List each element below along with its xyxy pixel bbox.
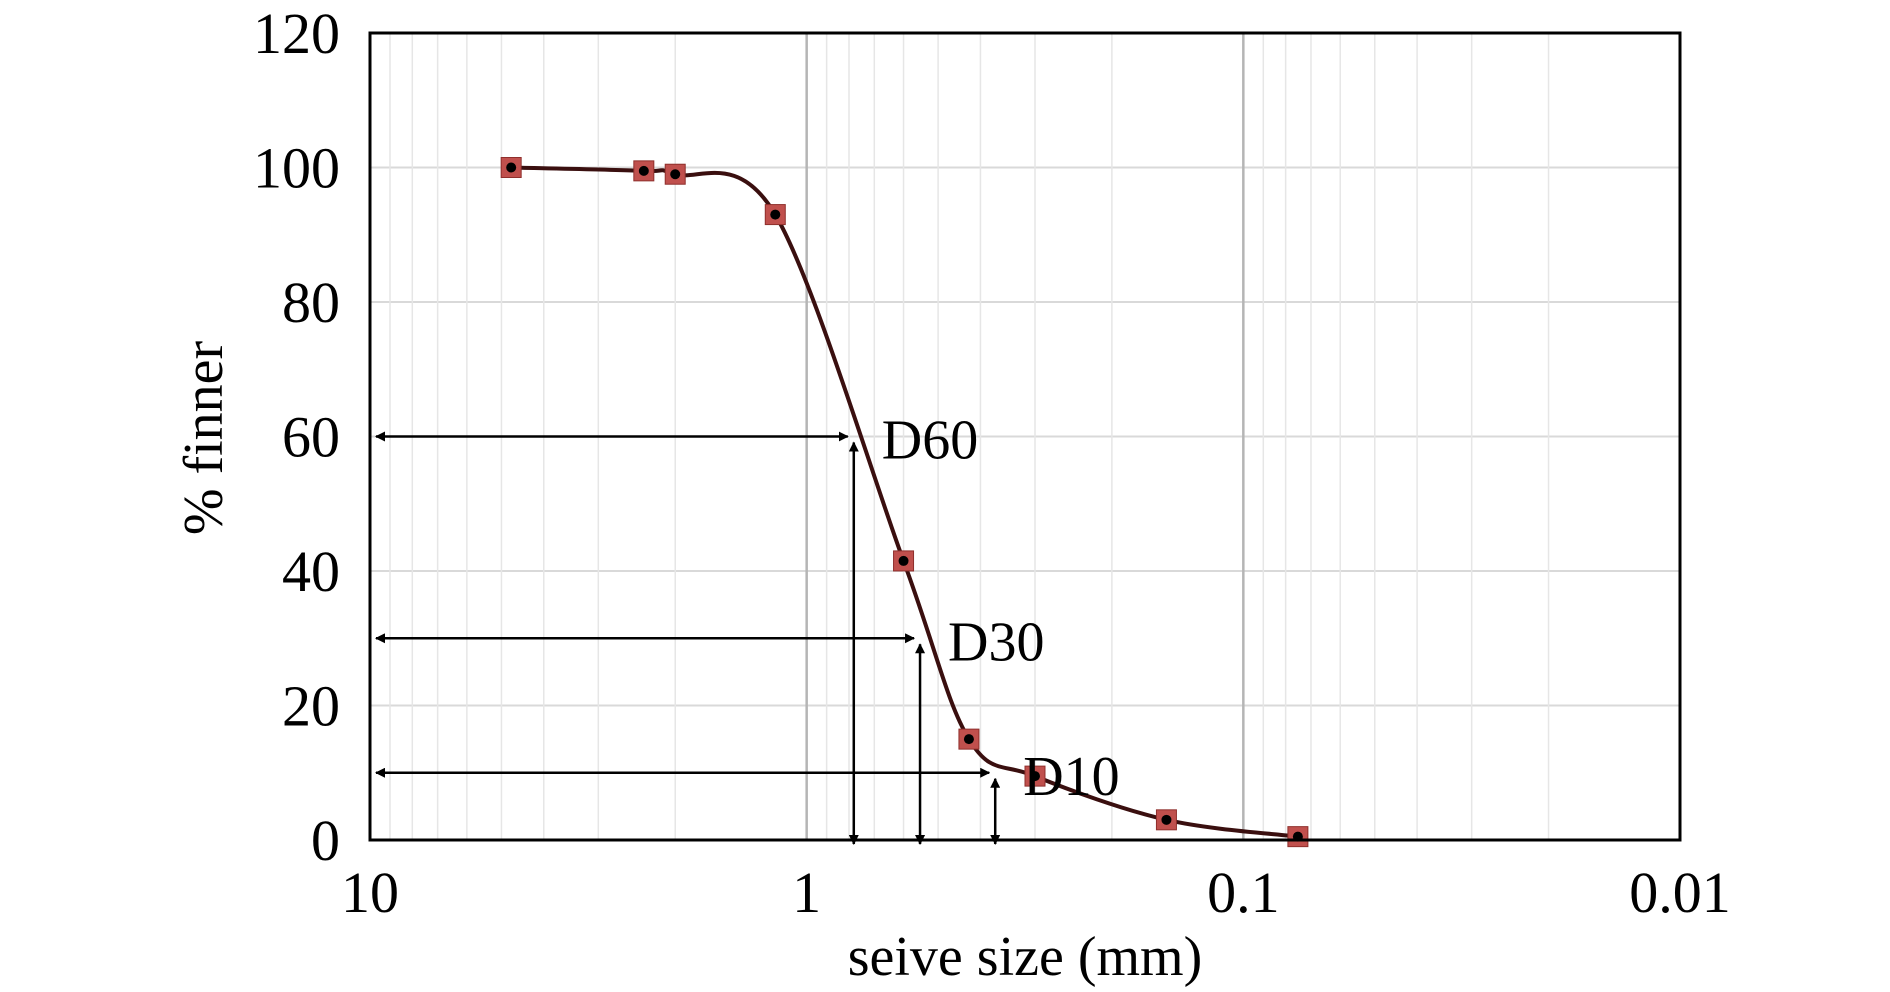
- data-point-dot: [1161, 814, 1172, 825]
- x-tick-label: 1: [792, 860, 821, 925]
- annotation-label: D30: [948, 611, 1044, 673]
- y-tick-label: 120: [253, 1, 340, 66]
- data-markers: [500, 157, 1309, 848]
- data-point-dot: [670, 169, 681, 180]
- data-point-dot: [770, 209, 781, 220]
- series-line: [511, 165, 1299, 839]
- plot-frame: [368, 31, 1682, 842]
- annotation-label: D60: [882, 410, 978, 472]
- annotation-label: D10: [1023, 746, 1119, 808]
- x-tick-labels: 10 1 0.1 0.01: [341, 860, 1731, 925]
- y-tick-label: 40: [282, 539, 340, 604]
- y-tick-label: 60: [282, 405, 340, 470]
- data-point-dot: [963, 734, 974, 745]
- data-point-dot: [506, 162, 517, 173]
- d-value-arrows: [375, 431, 1001, 845]
- series-curve: [511, 165, 1299, 839]
- data-point-dot: [638, 165, 649, 176]
- x-axis-title: seive size (mm): [848, 926, 1203, 988]
- x-tick-label: 10: [341, 860, 399, 925]
- y-tick-labels: 0 20 40 60 80 100 120: [253, 1, 340, 873]
- y-tick-label: 80: [282, 270, 340, 335]
- y-tick-label: 20: [282, 674, 340, 739]
- x-tick-label: 0.01: [1629, 860, 1731, 925]
- data-point-dot: [898, 555, 909, 566]
- y-tick-label: 0: [311, 808, 340, 873]
- x-tick-label: 0.1: [1207, 860, 1280, 925]
- y-tick-label: 100: [253, 136, 340, 201]
- y-axis-title: % finner: [173, 340, 235, 535]
- data-point-dot: [1029, 771, 1040, 782]
- annotations: D60 D30 D10: [882, 410, 1120, 808]
